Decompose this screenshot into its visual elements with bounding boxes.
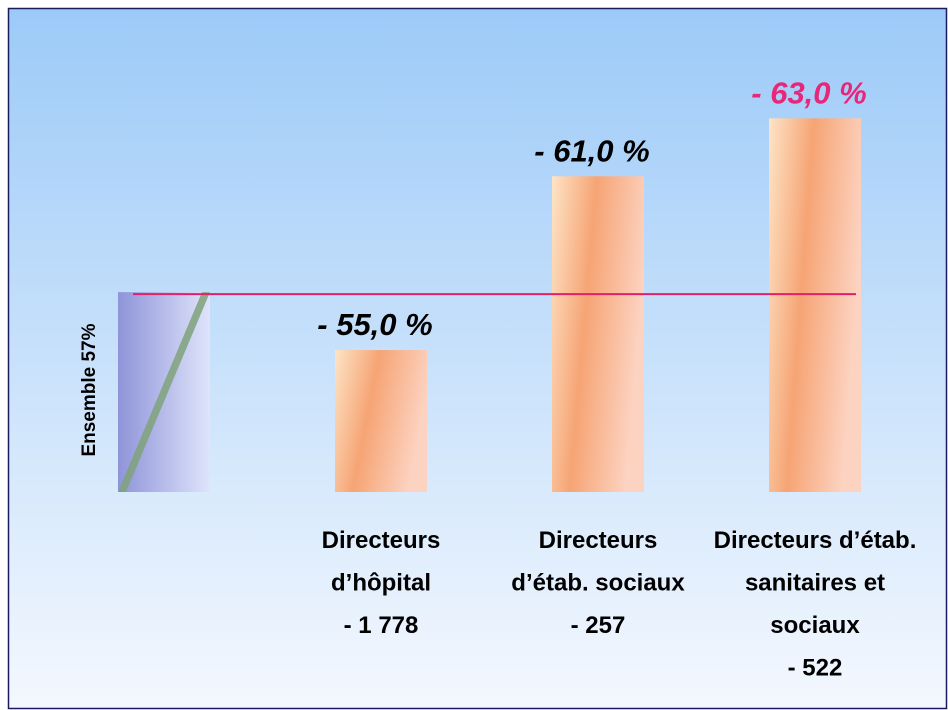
x-tick-label: d’étab. sociaux [511,570,685,597]
bar [769,118,861,493]
x-tick-label: Directeurs [322,527,441,554]
x-tick-label: Directeurs d’étab. [714,527,917,554]
x-tick-label: - 257 [571,612,626,639]
x-tick-label: - 1 778 [344,612,419,639]
reference-label: Ensemble 57% [79,323,100,456]
reference-stripe [118,292,210,492]
x-tick-label: - 522 [788,655,843,682]
value-label: - 63,0 % [751,75,866,110]
bar [552,176,644,492]
value-label: - 55,0 % [317,307,432,342]
x-tick-label: d’hôpital [331,570,431,597]
x-tick-label: sociaux [770,612,860,639]
x-tick-label: Directeurs [539,527,658,554]
bar [335,350,427,492]
value-label: - 61,0 % [534,133,649,168]
x-tick-label: sanitaires et [745,570,885,597]
